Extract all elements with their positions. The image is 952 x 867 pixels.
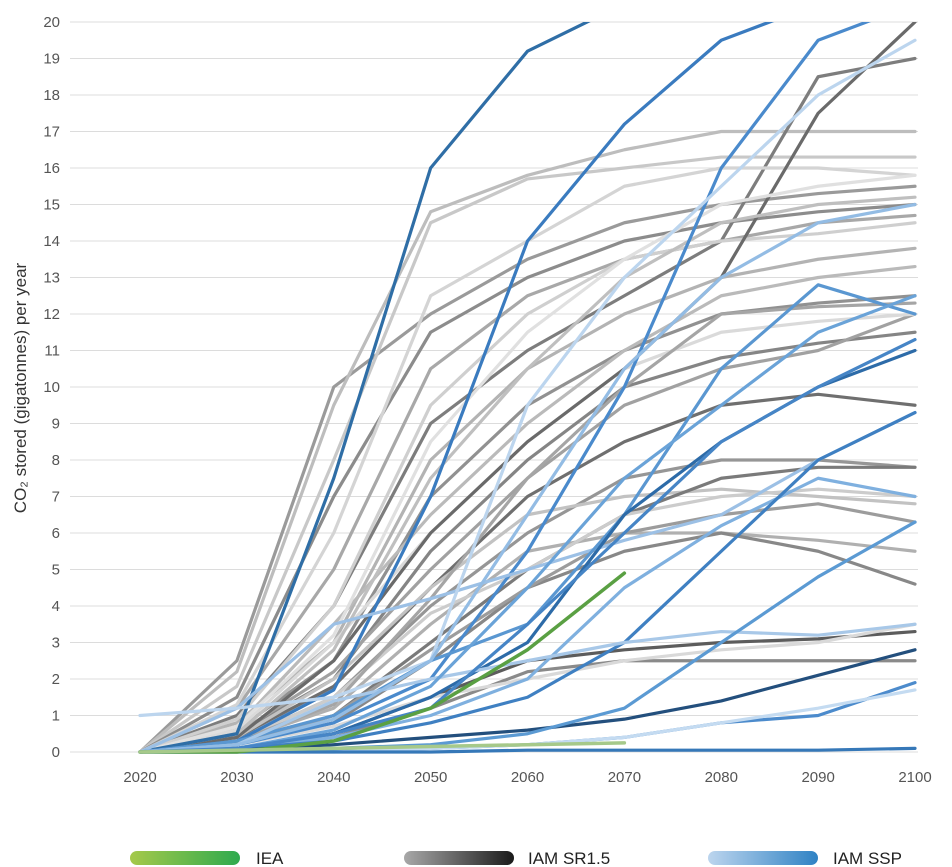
y-tick-label: 13 [43,270,60,287]
y-tick-label: 19 [43,51,60,68]
y-tick-label: 18 [43,87,60,104]
x-tick-label: 2040 [317,769,350,786]
y-tick-label: 15 [43,197,60,214]
y-tick-label: 4 [52,598,60,615]
series-line-iam-sr1-5 [138,392,917,754]
x-axis-tick-labels: 2020 2030 2040 2050 2060 2070 2080 2090 2100 [123,769,931,786]
x-tick-label: 2030 [220,769,253,786]
series-line-iam-sr1-5 [138,22,917,754]
y-axis-title: CO₂ stored (gigatonnes) per year [11,262,30,513]
series-line-iam-sr1-5 [138,202,917,754]
series-lines [138,22,917,754]
y-tick-label: 14 [43,233,60,250]
series-line-iam-sr1-5 [138,213,917,754]
x-tick-label: 2020 [123,769,156,786]
series-line-iam-ssp [138,622,917,754]
y-tick-label: 5 [52,562,60,579]
legend-label: IAM SR1.5 [528,849,610,867]
y-tick-label: 1 [52,708,60,725]
series-line-iam-ssp [138,410,917,754]
legend: IEA IAM SR1.5 IAM SSP [130,849,902,867]
y-tick-label: 3 [52,635,60,652]
series-line-iam-sr1-5 [138,155,917,754]
y-tick-label: 20 [43,14,60,31]
x-tick-label: 2090 [801,769,834,786]
legend-swatch [708,851,818,865]
series-line-iam-ssp [138,337,917,754]
series-line-iam-ssp [138,410,917,754]
series-line-iam-ssp [138,22,591,754]
legend-label: IAM SSP [833,849,902,867]
x-tick-label: 2080 [705,769,738,786]
x-tick-label: 2060 [511,769,544,786]
y-tick-label: 10 [43,379,60,396]
x-tick-label: 2050 [414,769,447,786]
y-tick-label: 9 [52,416,60,433]
y-tick-label: 12 [43,306,60,323]
series-line-iam-sr1-5 [138,173,917,754]
y-tick-label: 17 [43,124,60,141]
y-tick-label: 6 [52,525,60,542]
series-line-iam-sr1-5 [138,264,917,754]
series-line-iam-sr1-5 [138,330,917,754]
x-tick-label: 2070 [608,769,641,786]
series-line-iam-ssp [138,22,775,754]
series-line-iam-sr1-5 [138,184,917,754]
series-line-iam-ssp [138,746,917,754]
series-line-iam-ssp [138,38,917,718]
y-tick-label: 11 [44,343,60,360]
series-line-iea [138,741,627,754]
y-tick-label: 7 [52,489,60,506]
y-tick-label: 8 [52,452,60,469]
y-tick-label: 16 [43,160,60,177]
y-tick-label: 0 [52,744,60,761]
y-tick-label: 2 [52,671,60,688]
legend-label: IEA [256,849,284,867]
legend-swatch [404,851,514,865]
x-tick-label: 2100 [898,769,931,786]
legend-swatch [130,851,240,865]
series-line-iam-ssp [138,202,917,754]
